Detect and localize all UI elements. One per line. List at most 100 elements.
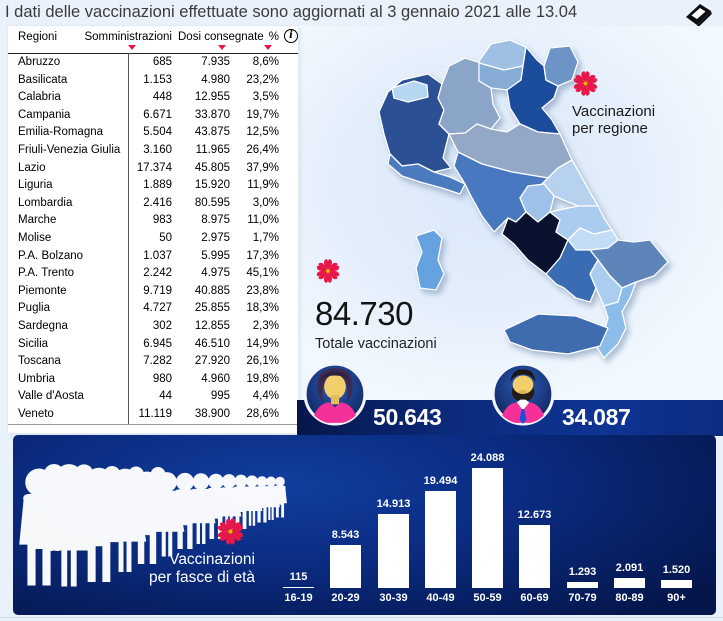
table-cell: P.A. Trento bbox=[18, 267, 75, 280]
table-cell: Campania bbox=[18, 108, 71, 121]
table-cell: 4.980 bbox=[201, 73, 230, 86]
table-cell: 12.955 bbox=[194, 91, 230, 104]
clear-selections-eraser-icon[interactable] bbox=[682, 1, 714, 29]
female-vaccinations-value: 50.643 bbox=[373, 404, 442, 430]
column-header-regioni[interactable]: Regioni bbox=[18, 31, 57, 43]
table-cell: 8.975 bbox=[201, 214, 230, 227]
table-cell: 17.374 bbox=[136, 161, 172, 174]
map-region-liguria[interactable] bbox=[387, 153, 466, 195]
table-cell: 11,0% bbox=[247, 214, 279, 227]
table-row[interactable]: Friuli-Venezia Giulia 3.160 11.965 26,4% bbox=[8, 142, 298, 160]
map-region-sicilia[interactable] bbox=[503, 313, 609, 355]
filter-triangle-icon[interactable] bbox=[218, 45, 226, 50]
table-row[interactable]: Puglia 4.727 25.855 18,3% bbox=[8, 300, 298, 318]
bar-value-label: 12.673 bbox=[517, 509, 552, 521]
female-avatar-icon bbox=[303, 362, 367, 426]
bar-50-59[interactable] bbox=[472, 468, 503, 588]
table-cell: Lazio bbox=[18, 161, 46, 174]
table-cell: 6.945 bbox=[143, 337, 172, 350]
table-row[interactable]: Toscana 7.282 27.920 26,1% bbox=[8, 353, 298, 371]
table-row[interactable]: Basilicata 1.153 4.980 23,2% bbox=[8, 72, 298, 90]
table-row[interactable]: Valle d'Aosta 44 995 4,4% bbox=[8, 388, 298, 406]
map-region-friuli[interactable] bbox=[543, 45, 579, 87]
total-vaccinations-value: 84.730 bbox=[315, 295, 413, 332]
map-caption: Vaccinazioni per regione bbox=[572, 70, 655, 137]
info-icon[interactable]: i bbox=[284, 29, 298, 43]
table-row[interactable]: P.A. Bolzano 1.037 5.995 17,3% bbox=[8, 248, 298, 266]
table-cell: 5.995 bbox=[201, 249, 230, 262]
bar-30-39[interactable] bbox=[378, 514, 409, 588]
table-cell: 38.900 bbox=[194, 407, 230, 420]
male-vaccinations-value: 34.087 bbox=[562, 404, 631, 430]
table-row[interactable]: Liguria 1.889 15.920 11,9% bbox=[8, 177, 298, 195]
table-row[interactable]: Piemonte 9.719 40.885 23,8% bbox=[8, 283, 298, 301]
table-cell: Abruzzo bbox=[18, 56, 61, 68]
table-cell: Piemonte bbox=[18, 284, 67, 297]
table-cell: 19,7% bbox=[246, 108, 279, 121]
bar-80-89[interactable] bbox=[614, 578, 645, 588]
bar-axis-label: 60-69 bbox=[520, 592, 549, 604]
table-cell: 28,6% bbox=[246, 407, 279, 420]
bar-16-19[interactable] bbox=[283, 587, 314, 588]
table-row[interactable]: Campania 6.671 33.870 19,7% bbox=[8, 107, 298, 125]
bar-40-49[interactable] bbox=[425, 491, 456, 588]
table-row[interactable]: Sicilia 6.945 46.510 14,9% bbox=[8, 336, 298, 354]
table-cell: 19,8% bbox=[246, 372, 279, 385]
table-cell: Toscana bbox=[18, 355, 61, 368]
table-row[interactable]: Umbria 980 4.960 19,8% bbox=[8, 371, 298, 389]
page-bottom-divider bbox=[0, 617, 723, 618]
bar-60-69[interactable] bbox=[519, 525, 550, 588]
map-region-valle-daosta[interactable] bbox=[391, 80, 429, 103]
table-cell: 5.504 bbox=[143, 126, 172, 139]
table-cell: 2.242 bbox=[143, 267, 172, 280]
bar-90+[interactable] bbox=[661, 580, 692, 588]
filter-triangle-icon[interactable] bbox=[264, 45, 272, 50]
table-cell: Sardegna bbox=[18, 319, 68, 332]
bar-value-label: 115 bbox=[289, 571, 308, 583]
map-region-sardegna[interactable] bbox=[415, 229, 445, 291]
table-cell: 983 bbox=[152, 214, 172, 227]
table-cell: 80.595 bbox=[194, 196, 230, 209]
bar-value-label: 2.091 bbox=[615, 562, 644, 574]
table-row[interactable]: Molise 50 2.975 1,7% bbox=[8, 230, 298, 248]
table-cell: 980 bbox=[152, 372, 172, 385]
table-cell: 995 bbox=[210, 390, 230, 403]
table-cell: 27.920 bbox=[194, 355, 230, 368]
table-column-divider bbox=[128, 53, 129, 424]
table-cell: 2,3% bbox=[252, 319, 279, 332]
table-row[interactable]: Emilia-Romagna 5.504 43.875 12,5% bbox=[8, 124, 298, 142]
italy-region-map[interactable] bbox=[332, 36, 677, 366]
table-cell: 50 bbox=[159, 231, 172, 244]
bar-axis-label: 90+ bbox=[667, 592, 686, 604]
table-cell: 33.870 bbox=[194, 108, 230, 121]
bar-20-29[interactable] bbox=[330, 545, 361, 588]
bar-70-79[interactable] bbox=[567, 582, 598, 588]
map-caption-line1: Vaccinazioni bbox=[572, 103, 656, 120]
table-row[interactable]: Veneto 11.119 38.900 28,6% bbox=[8, 406, 298, 424]
column-header-percent[interactable]: % bbox=[268, 31, 279, 43]
table-cell: Umbria bbox=[18, 372, 56, 385]
table-row[interactable]: Lazio 17.374 45.805 37,9% bbox=[8, 160, 298, 178]
table-cell: 45,1% bbox=[246, 267, 279, 280]
bar-axis-label: 50-59 bbox=[473, 592, 502, 604]
flower-icon bbox=[216, 518, 245, 545]
table-cell: Calabria bbox=[18, 91, 61, 104]
bar-value-label: 19.494 bbox=[423, 475, 458, 487]
filter-triangle-icon[interactable] bbox=[128, 45, 136, 50]
table-cell: Friuli-Venezia Giulia bbox=[18, 143, 121, 156]
table-cell: 9.719 bbox=[143, 284, 172, 297]
table-cell: 11.119 bbox=[138, 407, 172, 420]
table-body: Abruzzo 685 7.935 8,6% Basilicata 1.153 4.980 2… bbox=[8, 54, 298, 423]
table-row[interactable]: Sardegna 302 12.855 2,3% bbox=[8, 318, 298, 336]
regions-table: Regioni Somministrazioni Dosi consegnate… bbox=[8, 26, 298, 433]
table-row[interactable]: Abruzzo 685 7.935 8,6% bbox=[8, 54, 298, 72]
table-row[interactable]: Lombardia 2.416 80.595 3,0% bbox=[8, 195, 298, 213]
column-header-dosi-consegnate[interactable]: Dosi consegnate bbox=[178, 31, 264, 43]
table-cell: 15.920 bbox=[194, 179, 230, 192]
table-row[interactable]: Calabria 448 12.955 3,5% bbox=[8, 89, 298, 107]
table-row[interactable]: Marche 983 8.975 11,0% bbox=[8, 212, 298, 230]
map-region-lombardia[interactable] bbox=[437, 57, 501, 135]
table-cell: 23,8% bbox=[246, 284, 279, 297]
table-row[interactable]: P.A. Trento 2.242 4.975 45,1% bbox=[8, 265, 298, 283]
column-header-somministrazioni[interactable]: Somministrazioni bbox=[84, 31, 172, 43]
